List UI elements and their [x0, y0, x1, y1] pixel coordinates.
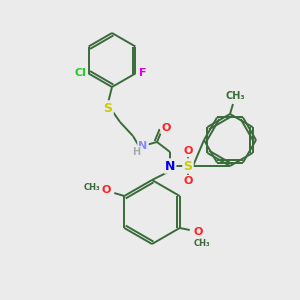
Text: O: O — [193, 227, 202, 237]
Text: Cl: Cl — [75, 68, 87, 79]
Text: N: N — [165, 160, 175, 172]
Text: O: O — [183, 146, 193, 156]
Text: O: O — [161, 123, 171, 133]
Text: CH₃: CH₃ — [225, 91, 245, 101]
Text: CH₃: CH₃ — [84, 184, 101, 193]
Text: S: S — [103, 101, 112, 115]
Text: CH₃: CH₃ — [194, 239, 210, 248]
Text: O: O — [183, 176, 193, 186]
Text: S: S — [184, 160, 193, 172]
Text: H: H — [132, 147, 140, 157]
Text: O: O — [102, 185, 111, 195]
Text: N: N — [138, 141, 148, 151]
Text: F: F — [139, 68, 146, 79]
